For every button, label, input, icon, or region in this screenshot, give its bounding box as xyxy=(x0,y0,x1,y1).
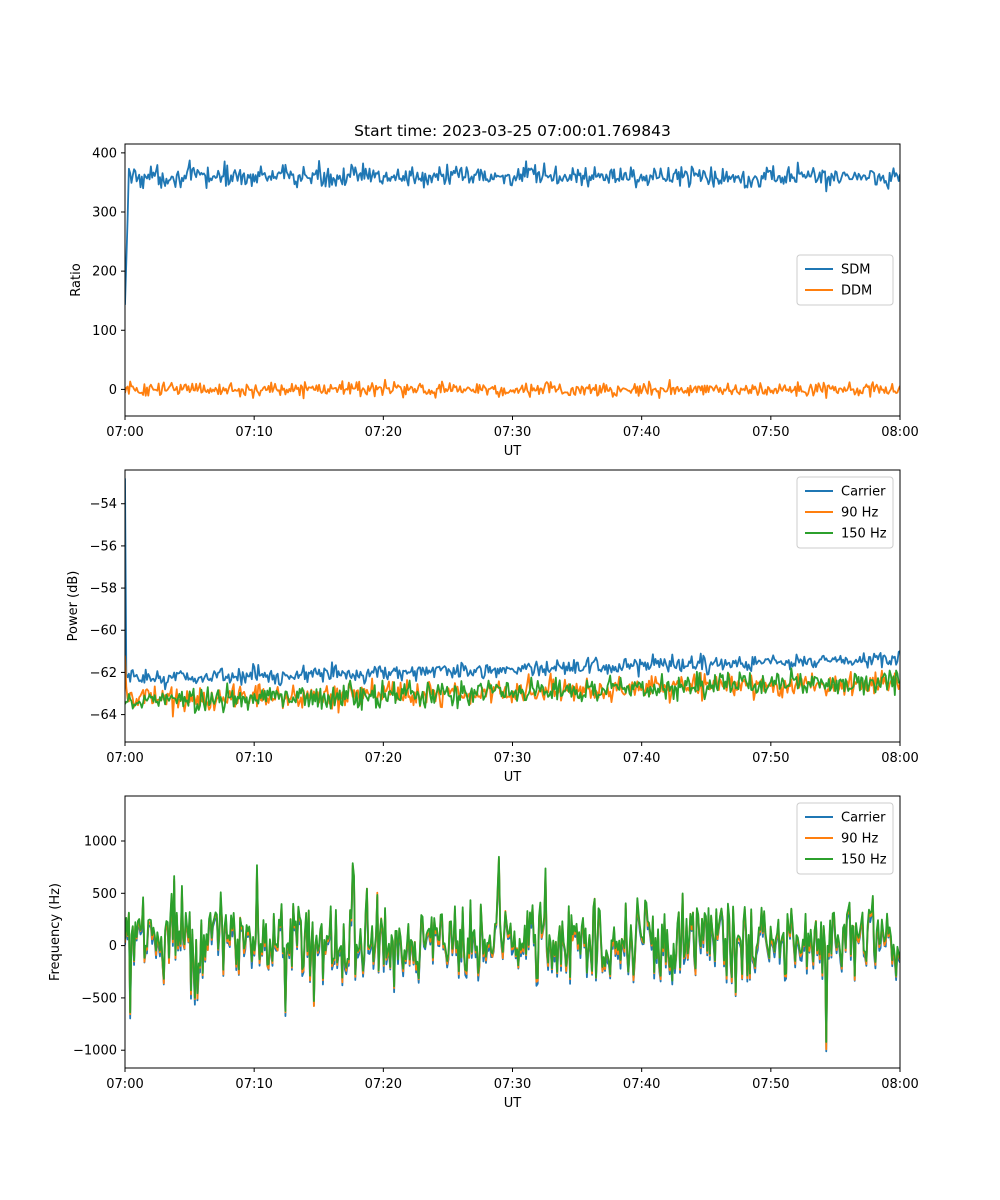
legend: Carrier 90 Hz 150 Hz xyxy=(796,802,894,875)
series-line-ddm xyxy=(125,378,900,400)
x-tick-label: 07:30 xyxy=(494,1077,531,1092)
y-tick-label: 200 xyxy=(92,265,117,280)
legend-entry: 150 Hz xyxy=(841,527,887,542)
x-tick-label: 07:40 xyxy=(623,751,660,766)
y-tick-label: 500 xyxy=(92,887,117,902)
series-line-carrier xyxy=(125,478,900,691)
legend-frame xyxy=(796,802,894,875)
y-tick-label: −56 xyxy=(90,539,117,554)
legend-entry: 90 Hz xyxy=(841,832,878,847)
x-tick-label: 07:50 xyxy=(752,425,789,440)
legend-entry: Carrier xyxy=(841,485,886,500)
x-tick-label: 07:20 xyxy=(365,751,402,766)
figure-title: Start time: 2023-03-25 07:00:01.769843 xyxy=(354,122,671,140)
series-lines xyxy=(125,855,900,1053)
ratio-panel: 07:00 07:10 07:20 07:30 07:40 07:50 08:00 0 100 2… xyxy=(69,143,919,459)
series-line-150-hz xyxy=(125,667,900,714)
x-tick-label: 07:20 xyxy=(365,1077,402,1092)
x-axis-label: UT xyxy=(504,1096,522,1111)
x-tick-label: 07:00 xyxy=(106,1077,143,1092)
legend-entry: 150 Hz xyxy=(841,853,887,868)
legend-entry: SDM xyxy=(841,263,870,278)
power-panel: 07:00 07:10 07:20 07:30 07:40 07:50 08:00 −54 −5… xyxy=(66,469,919,785)
x-axis-label: UT xyxy=(504,444,522,459)
y-tick-label: 0 xyxy=(109,939,117,954)
frequency-panel: 07:00 07:10 07:20 07:30 07:40 07:50 08:00 1000 5… xyxy=(48,795,919,1111)
x-axis-label: UT xyxy=(504,770,522,785)
x-tick-label: 07:10 xyxy=(235,425,272,440)
y-tick-label: −64 xyxy=(90,708,117,723)
x-tick-label: 08:00 xyxy=(881,1077,918,1092)
x-tick-label: 07:20 xyxy=(365,425,402,440)
x-tick-label: 07:00 xyxy=(106,751,143,766)
y-axis-label: Power (dB) xyxy=(66,571,81,642)
x-tick-label: 07:40 xyxy=(623,1077,660,1092)
legend-frame xyxy=(796,476,894,549)
y-tick-label: −500 xyxy=(81,991,117,1006)
series-line-150-hz xyxy=(125,855,900,1043)
x-tick-label: 07:50 xyxy=(752,751,789,766)
series-lines xyxy=(125,159,900,400)
x-tick-label: 07:00 xyxy=(106,425,143,440)
y-tick-label: −58 xyxy=(90,582,117,597)
x-tick-label: 07:10 xyxy=(235,1077,272,1092)
y-tick-label: 0 xyxy=(109,383,117,398)
legend-entry: Carrier xyxy=(841,811,886,826)
legend-entry: 90 Hz xyxy=(841,506,878,521)
x-tick-label: 07:50 xyxy=(752,1077,789,1092)
x-tick-label: 08:00 xyxy=(881,751,918,766)
y-tick-label: −62 xyxy=(90,666,117,681)
x-tick-label: 07:40 xyxy=(623,425,660,440)
legend: Carrier 90 Hz 150 Hz xyxy=(796,476,894,549)
y-axis-label: Frequency (Hz) xyxy=(48,883,63,981)
y-axis-label: Ratio xyxy=(69,263,84,296)
y-tick-label: −54 xyxy=(90,497,117,512)
y-tick-label: −1000 xyxy=(73,1044,117,1059)
x-tick-label: 07:30 xyxy=(494,425,531,440)
y-tick-label: 1000 xyxy=(84,834,117,849)
y-tick-label: 400 xyxy=(92,146,117,161)
legend-entry: DDM xyxy=(841,284,872,299)
series-lines xyxy=(125,478,900,718)
y-tick-label: −60 xyxy=(90,624,117,639)
x-tick-label: 07:30 xyxy=(494,751,531,766)
legend-frame xyxy=(796,254,894,306)
y-tick-label: 100 xyxy=(92,324,117,339)
x-tick-label: 08:00 xyxy=(881,425,918,440)
y-tick-label: 300 xyxy=(92,206,117,221)
series-line-sdm xyxy=(125,159,900,305)
x-tick-label: 07:10 xyxy=(235,751,272,766)
legend: SDM DDM xyxy=(796,254,894,306)
